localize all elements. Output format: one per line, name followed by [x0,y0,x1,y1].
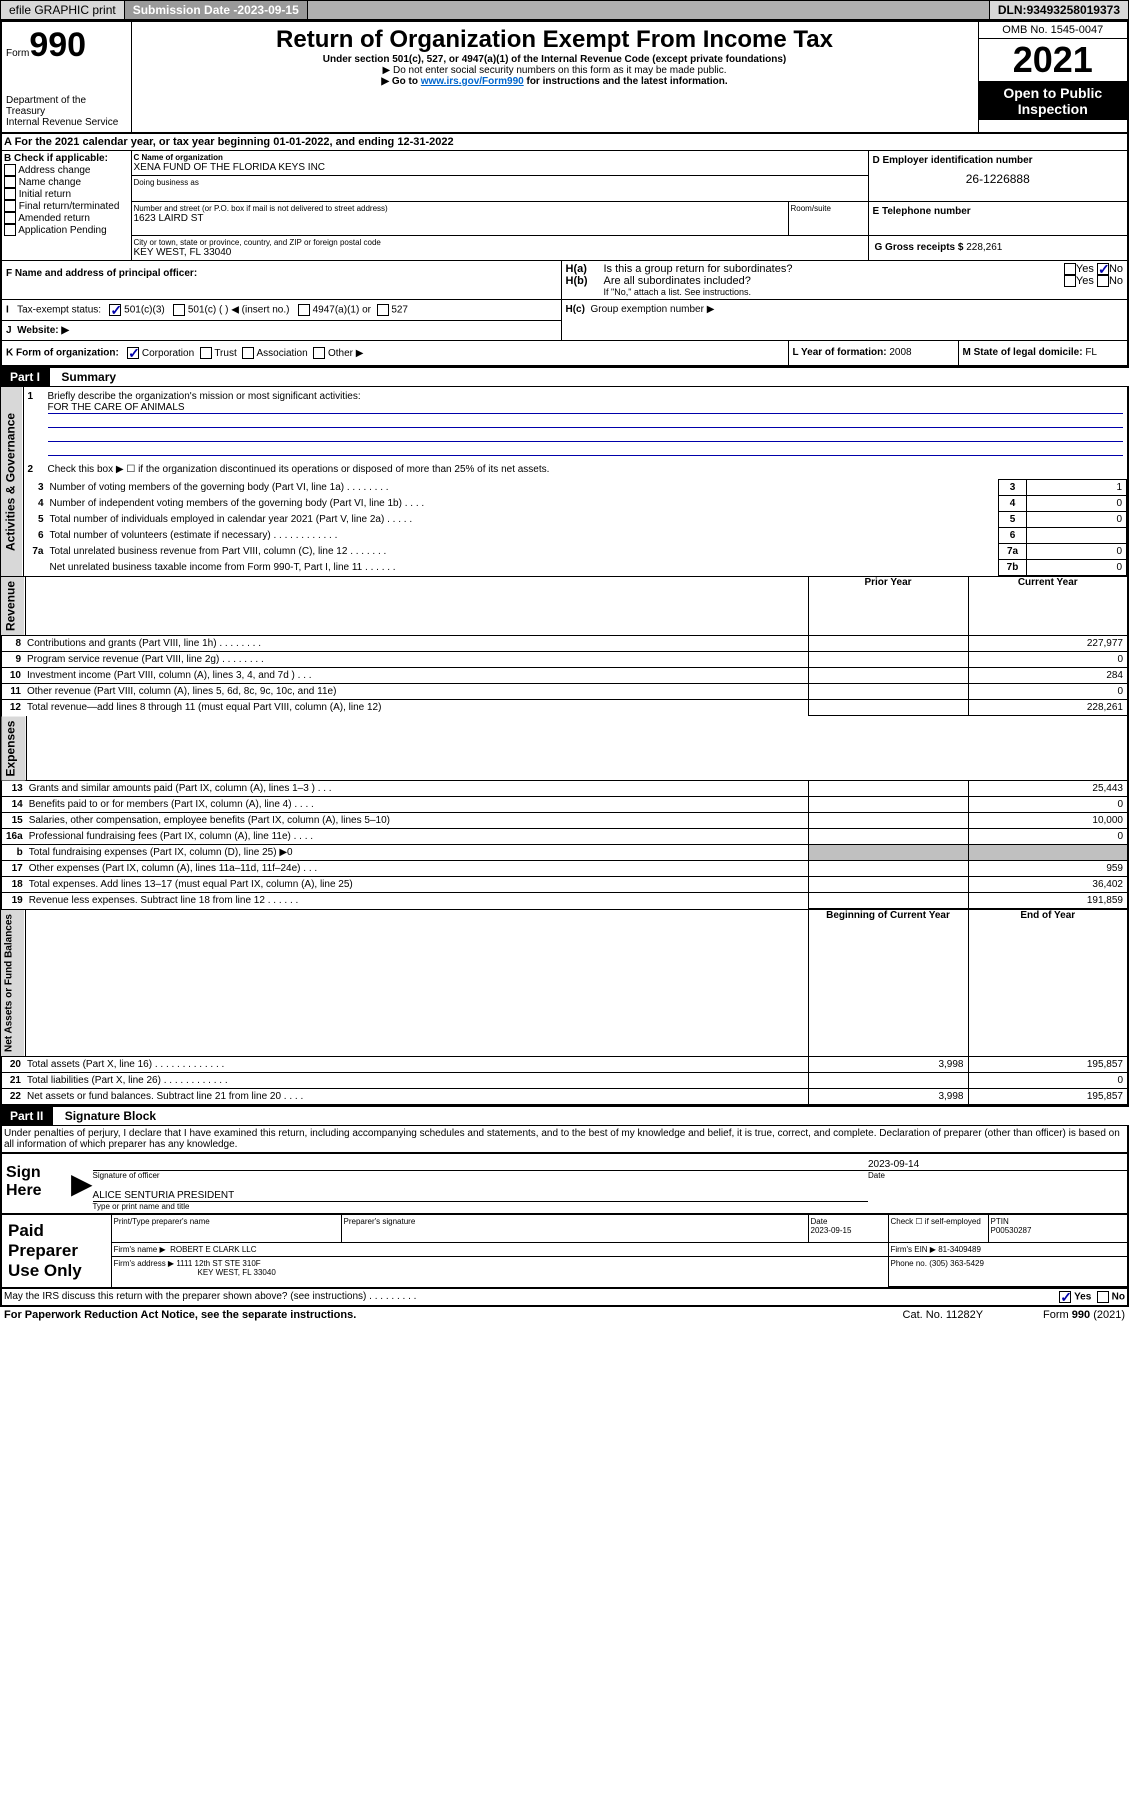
prep-check: Check ☐ if self-employed [888,1215,988,1243]
sign-here-label: Sign Here [1,1153,71,1214]
form-title: Return of Organization Exempt From Incom… [142,26,968,54]
box-b: B Check if applicable: Address change Na… [1,151,131,261]
ij-block: I Tax-exempt status: 501(c)(3) 501(c) ( … [0,300,1129,341]
line1: 1Briefly describe the organization's mis… [23,387,1128,479]
page-footer: For Paperwork Reduction Act Notice, see … [0,1307,1129,1323]
501c3-checkbox[interactable] [109,304,121,316]
discuss-no-checkbox[interactable] [1097,1291,1109,1303]
ha-yesno: Yes No [1013,263,1123,275]
box-h: H(a)Is this a group return for subordina… [561,261,1128,299]
box-j: J Website: ▶ [1,321,561,341]
hb-no-checkbox[interactable] [1097,275,1109,287]
box-g: G Gross receipts $ 228,261 [868,236,1128,261]
sign-block: Sign Here ▶ 2023-09-14 Signature of offi… [0,1152,1129,1215]
4947-checkbox[interactable] [298,304,310,316]
prep-date: Date2023-09-15 [808,1215,888,1243]
box-l: L Year of formation: 2008 [788,341,958,366]
subtitle2: ▶ Do not enter social security numbers o… [142,65,968,76]
box-e: E Telephone number [868,202,1128,236]
entity-block: B Check if applicable: Address change Na… [0,151,1129,261]
section-netassets: Net Assets or Fund Balances [1,910,25,1057]
501c-checkbox[interactable] [173,304,185,316]
declaration: Under penalties of perjury, I declare th… [0,1126,1129,1152]
box-k-checkbox[interactable] [127,347,139,359]
klm-block: K Form of organization: Corporation Trus… [0,341,1129,367]
part-ii-header: Part II Signature Block [0,1106,1129,1126]
netassets-section: Net Assets or Fund Balances Beginning of… [0,909,1129,1106]
part-i-body: Activities & Governance 1Briefly describ… [0,387,1129,576]
firm-ein: Firm's EIN ▶ 81-3409489 [888,1243,1128,1257]
box-hc: H(c) Group exemption number ▶ [561,300,1128,341]
prep-name: Print/Type preparer's name [111,1215,341,1243]
box-m: M State of legal domicile: FL [958,341,1128,366]
box-b-checkbox[interactable] [4,188,16,200]
submission-date-btn[interactable]: Submission Date - 2023-09-15 [125,1,308,19]
sign-arrow: ▶ [71,1153,93,1214]
subtitle1: Under section 501(c), 527, or 4947(a)(1)… [142,54,968,65]
ha-no-checkbox[interactable] [1097,263,1109,275]
box-k: K Form of organization: Corporation Trus… [1,341,788,366]
sig-date-line: 2023-09-14 [868,1153,1128,1171]
prior-year-header: Prior Year [808,577,968,636]
527-checkbox[interactable] [377,304,389,316]
form-title-cell: Return of Organization Exempt From Incom… [131,21,978,133]
end-year-header: End of Year [968,910,1128,1057]
box-b-checkbox[interactable] [4,200,16,212]
open-inspection: Open to Public Inspection [979,82,1128,120]
box-c-city: City or town, state or province, country… [131,236,868,261]
section-governance: Activities & Governance [1,387,23,576]
discuss-row: May the IRS discuss this return with the… [0,1289,1129,1307]
firm-phone: Phone no. (305) 363-5429 [888,1257,1128,1286]
expenses-section: Expenses 13Grants and similar amounts pa… [0,716,1129,909]
box-d: D Employer identification number 26-1226… [868,151,1128,202]
section-revenue: Revenue [1,577,25,636]
firm-addr: Firm's address ▶ 1111 12th ST STE 310F K… [111,1257,888,1289]
revenue-section: Revenue Prior Year Current Year 8Contrib… [0,576,1129,716]
form-number-cell: Form990 Department of the Treasury Inter… [1,21,131,133]
irs-link[interactable]: www.irs.gov/Form990 [421,76,524,87]
box-f: F Name and address of principal officer: [1,261,561,300]
room-suite: Room/suite [788,202,868,236]
part-i-header: Part I Summary [0,367,1129,387]
footer-form: Form 990 (2021) [1043,1309,1125,1321]
gov-rows: 3Number of voting members of the governi… [23,479,1128,576]
omb-number: OMB No. 1545-0047 [979,22,1128,39]
dept-treasury: Department of the Treasury Internal Reve… [6,95,127,128]
box-b-checkbox[interactable] [4,164,16,176]
hb-yes-checkbox[interactable] [1064,275,1076,287]
firm-name: Firm's name ▶ ROBERT E CLARK LLC [111,1243,888,1257]
section-expenses: Expenses [1,716,27,781]
box-k-checkbox[interactable] [313,347,325,359]
discuss-yesno: Yes No [1059,1291,1125,1303]
hb-yesno: Yes No [1013,275,1123,287]
topbar: efile GRAPHIC print Submission Date - 20… [0,0,1129,20]
box-c-street: Number and street (or P.O. box if mail i… [131,202,788,236]
box-k-checkbox[interactable] [242,347,254,359]
sig-officer-line [93,1153,868,1171]
box-c-dba: Doing business as [131,176,868,202]
dln: DLN: 93493258019373 [990,1,1128,19]
prep-sig: Preparer's signature [341,1215,808,1243]
topbar-spacer [308,1,990,19]
paid-preparer-label: Paid Preparer Use Only [1,1215,111,1288]
fh-block: F Name and address of principal officer:… [0,261,1129,300]
form-header: Form990 Department of the Treasury Inter… [0,20,1129,134]
box-c-name: C Name of organization XENA FUND OF THE … [131,151,868,176]
omb-year-cell: OMB No. 1545-0047 2021 Open to Public In… [978,21,1128,133]
tax-year: 2021 [979,39,1128,82]
box-b-checkbox[interactable] [4,224,16,236]
begin-year-header: Beginning of Current Year [808,910,968,1057]
ha-yes-checkbox[interactable] [1064,263,1076,275]
paid-preparer-block: Paid Preparer Use Only Print/Type prepar… [0,1215,1129,1289]
box-i: I Tax-exempt status: 501(c)(3) 501(c) ( … [1,300,561,321]
current-year-header: Current Year [968,577,1128,636]
subtitle3: ▶ Go to www.irs.gov/Form990 for instruct… [142,76,968,87]
discuss-yes-checkbox[interactable] [1059,1291,1071,1303]
box-b-checkbox[interactable] [4,176,16,188]
box-k-checkbox[interactable] [200,347,212,359]
line-a: A For the 2021 calendar year, or tax yea… [0,134,1129,151]
efile-label: efile GRAPHIC print [1,1,125,19]
ptin-cell: PTINP00530287 [988,1215,1128,1243]
box-b-checkbox[interactable] [4,212,16,224]
